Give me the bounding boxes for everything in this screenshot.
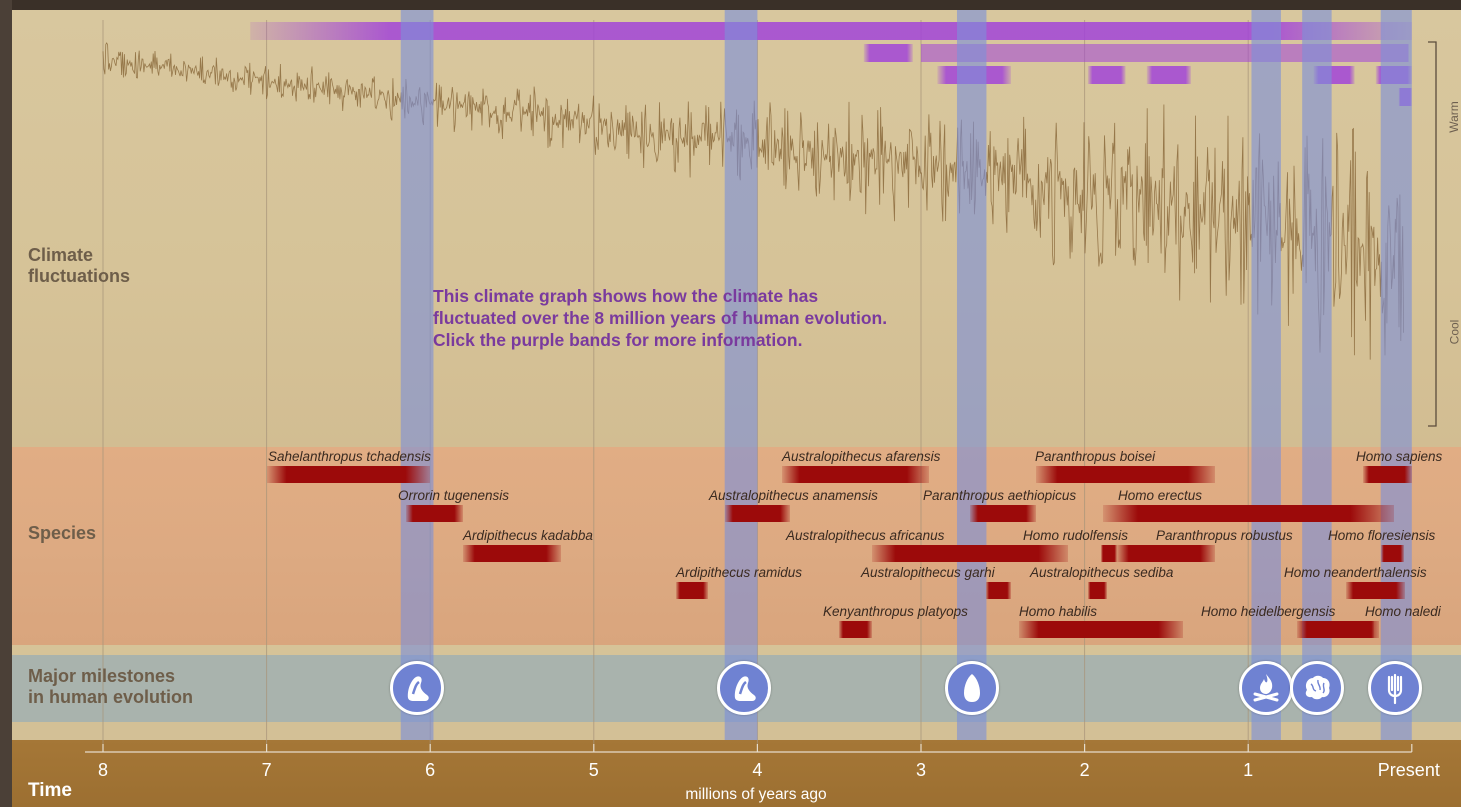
time-tick-label: 8	[97, 760, 109, 780]
window-left-edge	[0, 0, 12, 807]
time-tick-label: 4	[752, 760, 763, 780]
species-range-bar[interactable]	[781, 466, 930, 483]
milestone-button[interactable]	[1368, 661, 1423, 715]
species-range-bar[interactable]	[1100, 545, 1118, 562]
time-tick-label: 5	[588, 760, 599, 780]
species-range-bar[interactable]	[1356, 621, 1375, 638]
cool-axis-label: Cool	[1447, 319, 1461, 345]
time-axis-title: Time	[28, 780, 73, 801]
species-label[interactable]: Australopithecus garhi	[861, 565, 995, 580]
species-label[interactable]: Kenyanthropus platyops	[823, 604, 968, 619]
highlight-band[interactable]	[724, 10, 758, 740]
species-range-bar[interactable]	[405, 505, 463, 522]
milestone-button[interactable]	[390, 661, 445, 715]
species-label[interactable]: Homo habilis	[1019, 604, 1098, 619]
time-tick-label: 7	[261, 760, 272, 780]
species-range-bar[interactable]	[1019, 621, 1183, 638]
window-top-edge	[0, 0, 1461, 10]
stone-tool-icon	[963, 674, 980, 702]
species-range-bar[interactable]	[1346, 582, 1406, 599]
species-label[interactable]: Sahelanthropus tchadensis	[268, 449, 431, 464]
time-tick-label: 1	[1243, 760, 1254, 780]
species-range-bar[interactable]	[1087, 582, 1108, 599]
species-range-bar[interactable]	[986, 582, 1011, 599]
time-axis	[85, 744, 1413, 753]
species-label[interactable]: Homo neanderthalensis	[1284, 565, 1427, 580]
time-tick-label: 3	[915, 760, 927, 780]
species-range-bar[interactable]	[1380, 545, 1404, 562]
species-range-bar[interactable]	[462, 545, 562, 562]
species-label[interactable]: Homo naledi	[1365, 604, 1441, 619]
climate-instructions: This climate graph shows how the climate…	[433, 286, 888, 350]
species-range-bar[interactable]	[266, 466, 431, 483]
milestone-button[interactable]	[1289, 661, 1344, 715]
species-label[interactable]: Australopithecus afarensis	[782, 449, 941, 464]
species-label[interactable]: Ardipithecus ramidus	[676, 565, 803, 580]
highlight-bands	[400, 10, 1412, 740]
species-range-bar[interactable]	[1035, 466, 1216, 483]
purple-period-bar[interactable]	[1146, 66, 1191, 84]
highlight-band[interactable]	[400, 10, 434, 740]
species-label[interactable]: Australopithecus sediba	[1030, 565, 1174, 580]
time-tick-label: Present	[1377, 760, 1440, 780]
milestones-section-label: Major milestones in human evolution	[28, 666, 193, 707]
warm-axis-label: Warm	[1446, 101, 1461, 133]
highlight-band[interactable]	[1251, 10, 1281, 740]
time-axis-units: millions of years ago	[685, 786, 827, 803]
species-range-bar[interactable]	[1102, 505, 1394, 522]
species-range-bar[interactable]	[1117, 545, 1216, 562]
species-label[interactable]: Homo erectus	[1118, 488, 1203, 503]
time-tick-label: 2	[1079, 760, 1090, 780]
species-range-bar[interactable]	[675, 582, 709, 599]
highlight-band[interactable]	[1380, 10, 1412, 740]
species-range-bar[interactable]	[871, 545, 1069, 562]
campfire-icon	[1253, 674, 1279, 702]
species-range-bar[interactable]	[724, 505, 791, 522]
species-label[interactable]: Ardipithecus kadabba	[463, 528, 593, 543]
species-label[interactable]: Homo heidelbergensis	[1201, 604, 1336, 619]
species-range-bar[interactable]	[1362, 466, 1412, 483]
species-section-label: Species	[28, 523, 97, 543]
purple-period-bar[interactable]	[1087, 66, 1126, 84]
milestone-button[interactable]	[717, 661, 772, 715]
species-label[interactable]: Australopithecus anamensis	[709, 488, 878, 503]
highlight-band[interactable]	[1302, 10, 1332, 740]
highlight-band[interactable]	[956, 10, 987, 740]
species-range-bar[interactable]	[839, 621, 872, 638]
climate-scale-bracket	[1428, 41, 1437, 427]
milestone-button[interactable]	[1239, 661, 1294, 715]
climate-section-label: Climate fluctuations	[28, 245, 130, 286]
walking-foot-icon	[407, 676, 429, 701]
scale-bracket	[1428, 41, 1437, 427]
species-label[interactable]: Homo floresiensis	[1328, 528, 1436, 543]
symbol-trident-icon	[1388, 673, 1403, 705]
purple-period-bar[interactable]	[250, 22, 1412, 40]
time-tick-label: 6	[425, 760, 436, 780]
gridlines	[102, 20, 1249, 752]
species-label[interactable]: Australopithecus africanus	[786, 528, 945, 543]
species-label[interactable]: Homo sapiens	[1356, 449, 1443, 464]
purple-period-bar[interactable]	[863, 44, 913, 62]
species-label[interactable]: Orrorin tugenensis	[398, 488, 510, 503]
species-range-bar[interactable]	[970, 505, 1036, 522]
species-label[interactable]: Paranthropus boisei	[1035, 449, 1156, 464]
purple-period-bar[interactable]	[921, 44, 1409, 62]
species-label[interactable]: Paranthropus aethiopicus	[923, 488, 1077, 503]
species-label[interactable]: Homo rudolfensis	[1023, 528, 1129, 543]
milestone-button[interactable]	[944, 661, 999, 715]
walking-foot-icon	[735, 676, 757, 701]
species-label[interactable]: Paranthropus robustus	[1156, 528, 1293, 543]
brain-icon	[1305, 675, 1330, 700]
time-axis-bar	[12, 740, 1461, 807]
